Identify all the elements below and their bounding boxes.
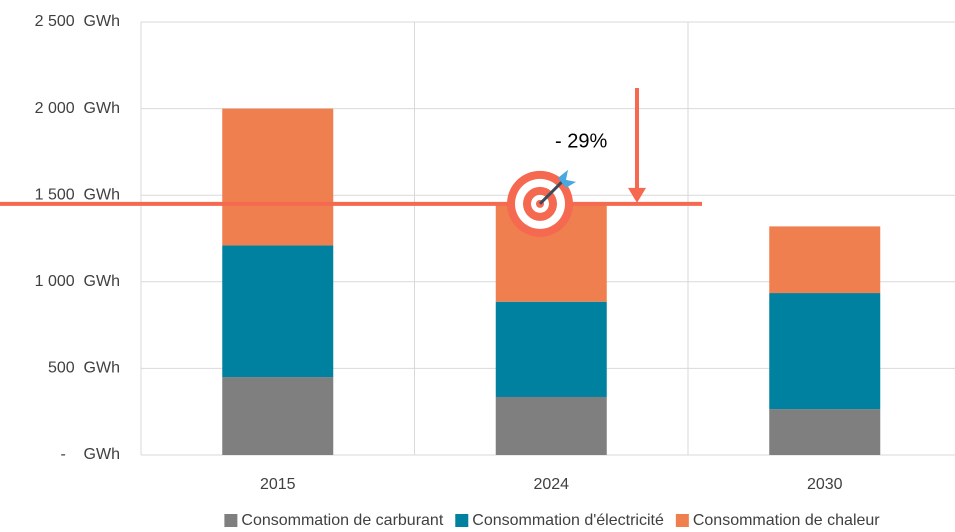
annotation: - 29% (555, 130, 607, 152)
bar-segment (495, 301, 607, 397)
y-tick-label: 1 500 GWh (35, 186, 120, 203)
legend-swatch (455, 514, 469, 527)
y-tick-label: 500 GWh (48, 360, 120, 377)
y-tick-label: 1 000 GWh (35, 273, 120, 290)
bar-segment (222, 377, 334, 455)
x-tick-label: 2024 (533, 476, 569, 493)
bar-segment (769, 293, 881, 410)
arrow-head (628, 187, 646, 203)
x-tick-label: 2015 (260, 476, 296, 493)
legend-label: Consommation de carburant (241, 512, 443, 529)
target-icon (507, 169, 576, 237)
legend: Consommation de carburant Consommation d'… (224, 512, 880, 529)
legend-swatch (224, 514, 238, 527)
legend-label: Consommation de chaleur (693, 512, 880, 529)
y-tick-label: 2 500 GWh (35, 13, 120, 30)
bar-segment (495, 396, 607, 455)
legend-swatch (675, 514, 689, 527)
legend-label: Consommation d'électricité (472, 512, 664, 529)
bar-segment (222, 108, 334, 246)
y-tick-label: 2 000 GWh (35, 100, 120, 117)
bar-segment (769, 409, 881, 455)
bar-segment (222, 245, 334, 378)
bar-segment (769, 226, 881, 294)
y-tick-label: - GWh (60, 446, 120, 463)
x-tick-label: 2030 (807, 476, 843, 493)
